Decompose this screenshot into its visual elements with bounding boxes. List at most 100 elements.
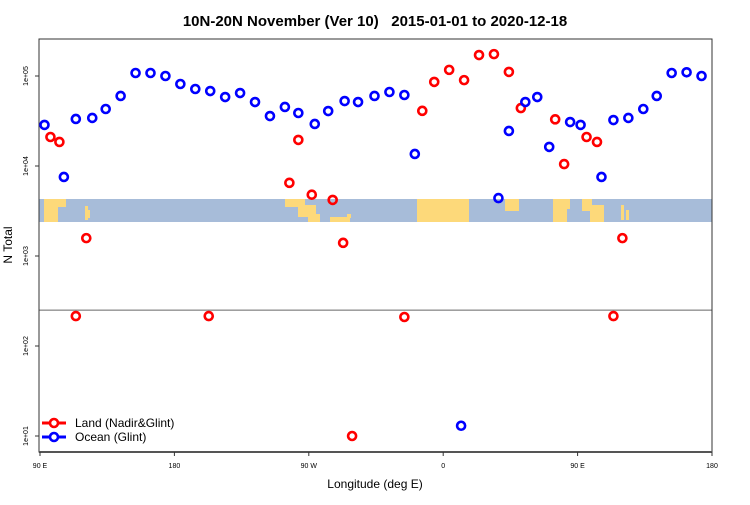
map-land bbox=[430, 214, 446, 222]
x-tick-label: 180 bbox=[169, 463, 181, 470]
ocean-point bbox=[339, 95, 350, 107]
land-point bbox=[337, 237, 349, 249]
land-point bbox=[617, 232, 628, 244]
land-point bbox=[591, 136, 603, 148]
ocean-point bbox=[70, 113, 82, 125]
land-point bbox=[203, 310, 215, 322]
chart-title: 10N-20N November (Ver 10) 2015-01-01 to … bbox=[183, 13, 567, 30]
map-land bbox=[88, 210, 90, 218]
ocean-point bbox=[115, 90, 126, 102]
ocean-point bbox=[681, 66, 692, 78]
map-land bbox=[590, 205, 604, 222]
land-point bbox=[428, 76, 440, 88]
ocean-point bbox=[369, 90, 380, 102]
ocean-point bbox=[575, 119, 586, 131]
map-band bbox=[39, 199, 712, 222]
ocean-point bbox=[279, 101, 291, 113]
x-tick-label: 180 bbox=[706, 463, 718, 470]
ocean-point bbox=[39, 119, 50, 131]
x-tick-label: 90 W bbox=[301, 463, 318, 470]
map-ocean bbox=[39, 199, 712, 222]
map-land bbox=[58, 199, 66, 207]
land-point bbox=[458, 74, 470, 86]
ocean-point bbox=[696, 70, 707, 82]
ocean-point bbox=[623, 112, 634, 124]
ocean-point bbox=[204, 85, 216, 97]
ocean-point bbox=[564, 116, 576, 128]
ocean-point bbox=[86, 112, 98, 124]
map-land bbox=[505, 199, 519, 211]
ocean-point bbox=[309, 118, 321, 130]
map-land bbox=[85, 206, 88, 220]
ocean-point bbox=[608, 114, 619, 126]
y-tick-label: 1e+02 bbox=[23, 336, 30, 356]
land-point bbox=[306, 189, 318, 200]
ocean-point bbox=[493, 192, 504, 204]
map-land bbox=[44, 199, 58, 222]
land-point bbox=[549, 114, 561, 125]
land-point bbox=[284, 177, 295, 189]
ocean-point bbox=[384, 86, 395, 98]
y-tick-label: 1e+04 bbox=[23, 156, 30, 176]
data-points bbox=[39, 48, 707, 442]
y-tick-label: 1e+05 bbox=[23, 66, 30, 86]
legend-label: Ocean (Glint) bbox=[75, 430, 146, 444]
y-tick-label: 1e+03 bbox=[23, 246, 30, 266]
ocean-point bbox=[58, 171, 70, 183]
map-land bbox=[565, 199, 570, 209]
y-axis-label: N Total bbox=[1, 226, 15, 263]
ocean-point bbox=[264, 110, 276, 122]
x-tick-label: 90 E bbox=[570, 463, 585, 470]
map-land bbox=[308, 214, 320, 222]
map-land bbox=[626, 210, 629, 220]
x-tick-label: 90 E bbox=[33, 463, 48, 470]
ocean-point bbox=[175, 78, 186, 90]
map-land bbox=[285, 199, 305, 207]
land-point bbox=[346, 430, 358, 442]
land-point bbox=[54, 136, 65, 148]
x-axis-ticks: 90 E 180 90 W 0 90 E 180 bbox=[33, 452, 718, 470]
ocean-point bbox=[543, 141, 555, 153]
land-point bbox=[399, 311, 410, 323]
ocean-point bbox=[399, 89, 410, 101]
ocean-point bbox=[145, 67, 156, 79]
land-point bbox=[473, 49, 485, 61]
ocean-point bbox=[322, 105, 334, 117]
legend-marker bbox=[48, 431, 60, 443]
land-point bbox=[488, 48, 500, 60]
legend-marker bbox=[48, 417, 60, 429]
ocean-point bbox=[638, 103, 649, 115]
land-point bbox=[45, 131, 56, 143]
land-point bbox=[80, 232, 92, 244]
ocean-point bbox=[219, 91, 231, 103]
map-land bbox=[553, 199, 567, 222]
ocean-point bbox=[596, 171, 607, 183]
ocean-point bbox=[666, 67, 677, 79]
ocean-point bbox=[130, 67, 141, 79]
map-land bbox=[347, 214, 351, 218]
land-point bbox=[443, 64, 455, 76]
x-axis-label: Longitude (deg E) bbox=[327, 477, 422, 491]
ocean-point bbox=[293, 107, 304, 119]
map-land bbox=[621, 205, 624, 220]
land-point bbox=[608, 310, 619, 322]
land-point bbox=[503, 66, 515, 78]
map-land bbox=[582, 199, 592, 211]
legend-label: Land (Nadir&Glint) bbox=[75, 416, 174, 430]
ocean-point bbox=[409, 148, 421, 160]
map-land bbox=[330, 217, 350, 222]
ocean-point bbox=[249, 96, 261, 108]
land-point bbox=[70, 310, 82, 322]
ocean-point bbox=[160, 70, 171, 82]
land-point bbox=[327, 194, 338, 206]
ocean-point bbox=[651, 90, 663, 102]
ocean-point bbox=[234, 87, 246, 99]
ocean-point bbox=[520, 96, 531, 108]
ocean-point bbox=[190, 83, 201, 95]
ocean-point bbox=[503, 125, 515, 137]
ocean-point bbox=[100, 103, 112, 115]
x-tick-label: 0 bbox=[441, 463, 445, 470]
ocean-point bbox=[531, 91, 543, 103]
y-axis-ticks: 1e+05 1e+04 1e+03 1e+02 1e+01 bbox=[23, 66, 39, 446]
